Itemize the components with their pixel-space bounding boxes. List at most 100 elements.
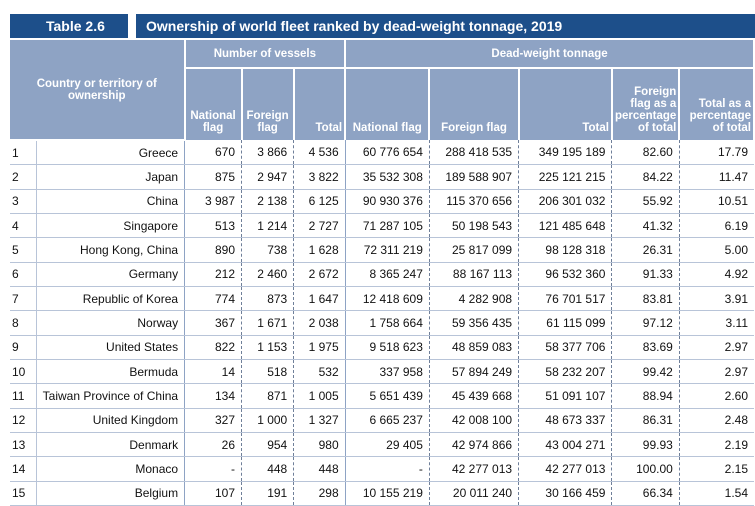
vessels-total-cell: 2 038 (293, 310, 346, 336)
dwt-total-cell: 98 128 318 (518, 237, 613, 263)
dwt-total-cell: 42 277 013 (518, 456, 613, 482)
vessels-national-cell: 212 (184, 262, 243, 287)
total-percentage-cell: 2.48 (679, 408, 754, 433)
dwt-national-cell: - (345, 456, 430, 482)
country-cell: Bermuda (36, 359, 186, 385)
vessels-total-cell: 3 822 (293, 164, 346, 190)
vessels-national-cell: 3 987 (184, 189, 243, 214)
dwt-total-cell: 76 701 517 (518, 286, 613, 312)
foreign-percentage-cell: 83.69 (611, 335, 680, 360)
country-cell: Belgium (36, 481, 186, 506)
dwt-national-cell: 60 776 654 (345, 140, 430, 166)
dwt-foreign-cell: 42 277 013 (429, 456, 520, 482)
vessels-foreign-cell: 518 (241, 359, 295, 385)
dwt-national-cell: 10 155 219 (345, 481, 430, 506)
country-cell: Singapore (36, 213, 186, 239)
table-row: 1 Greece 670 3 866 4 536 60 776 654 288 418 53… (10, 140, 754, 166)
country-cell: Taiwan Province of China (36, 383, 186, 409)
vessels-foreign-cell: 2 138 (241, 189, 295, 214)
table-number-label: Table 2.6 (10, 14, 128, 38)
vessels-foreign-cell: 1 153 (241, 335, 295, 360)
dwt-national-cell: 29 405 (345, 432, 430, 458)
header-dead-weight-tonnage: Dead-weight tonnage (345, 40, 755, 69)
vessels-foreign-cell: 873 (241, 286, 295, 312)
dwt-foreign-cell: 45 439 668 (429, 383, 520, 409)
header-dwt-foreign-flag: Foreign flag (429, 68, 520, 140)
rank-cell: 5 (10, 237, 37, 263)
dwt-foreign-cell: 20 011 240 (429, 481, 520, 506)
table-row: 12 United Kingdom 327 1 000 1 327 6 665 237 42… (10, 408, 754, 433)
fleet-ownership-table: Country or territory of ownership Number… (10, 40, 755, 506)
rank-cell: 13 (10, 432, 37, 458)
foreign-percentage-cell: 83.81 (611, 286, 680, 312)
table-title-bar: Table 2.6 Ownership of world fleet ranke… (0, 0, 755, 40)
dwt-total-cell: 30 166 459 (518, 481, 613, 506)
total-percentage-cell: 2.97 (679, 335, 754, 360)
foreign-percentage-cell: 88.94 (611, 383, 680, 409)
header-total-percentage: Total as a percentage of total (679, 68, 755, 140)
vessels-foreign-cell: 191 (241, 481, 295, 506)
vessels-total-cell: 1 628 (293, 237, 346, 263)
table-row: 4 Singapore 513 1 214 2 727 71 287 105 50 198 … (10, 213, 754, 239)
table-row: 14 Monaco -448 448-42 277 013 42 277 013 100.… (10, 456, 754, 482)
total-percentage-cell: 11.47 (679, 164, 754, 190)
total-percentage-cell: 3.91 (679, 286, 754, 312)
rank-cell: 8 (10, 310, 37, 336)
table-row: 10 Bermuda 14 518 532 337 958 57 894 249 58 232… (10, 359, 754, 385)
dwt-national-cell: 72 311 219 (345, 237, 430, 263)
vessels-total-cell: 980 (293, 432, 346, 458)
foreign-percentage-cell: 26.31 (611, 237, 680, 263)
vessels-national-cell: - (184, 456, 243, 482)
table-row: 15 Belgium 107 191 298 10 155 219 20 011 240 30… (10, 481, 754, 506)
country-cell: Denmark (36, 432, 186, 458)
vessels-national-cell: 14 (184, 359, 243, 385)
dwt-foreign-cell: 189 588 907 (429, 164, 520, 190)
dwt-total-cell: 96 532 360 (518, 262, 613, 287)
header-dwt-total: Total (518, 68, 613, 140)
dwt-foreign-cell: 59 356 435 (429, 310, 520, 336)
vessels-national-cell: 327 (184, 408, 243, 433)
vessels-total-cell: 1 005 (293, 383, 346, 409)
vessels-national-cell: 774 (184, 286, 243, 312)
vessels-foreign-cell: 1 671 (241, 310, 295, 336)
total-percentage-cell: 2.60 (679, 383, 754, 409)
dwt-foreign-cell: 288 418 535 (429, 140, 520, 166)
vessels-national-cell: 670 (184, 140, 243, 166)
vessels-total-cell: 448 (293, 456, 346, 482)
dwt-foreign-cell: 25 817 099 (429, 237, 520, 263)
header-vessels-national-flag: National flag (184, 68, 243, 140)
table-row: 7 Republic of Korea 774 873 1 647 12 418 609 4… (10, 286, 754, 312)
dwt-foreign-cell: 88 167 113 (429, 262, 520, 287)
table-row: 9 United States 822 1 153 1 975 9 518 623 48 8… (10, 335, 754, 360)
rank-cell: 9 (10, 335, 37, 360)
dwt-foreign-cell: 48 859 083 (429, 335, 520, 360)
foreign-percentage-cell: 82.60 (611, 140, 680, 166)
total-percentage-cell: 3.11 (679, 310, 754, 336)
header-vessels-total: Total (293, 68, 347, 140)
country-cell: Hong Kong, China (36, 237, 186, 263)
total-percentage-cell: 10.51 (679, 189, 754, 214)
vessels-foreign-cell: 954 (241, 432, 295, 458)
rank-cell: 4 (10, 213, 37, 239)
foreign-percentage-cell: 91.33 (611, 262, 680, 287)
dwt-total-cell: 43 004 271 (518, 432, 613, 458)
dwt-national-cell: 6 665 237 (345, 408, 430, 433)
total-percentage-cell: 5.00 (679, 237, 754, 263)
vessels-foreign-cell: 1 214 (241, 213, 295, 239)
rank-cell: 12 (10, 408, 37, 433)
dwt-total-cell: 58 232 207 (518, 359, 613, 385)
dwt-total-cell: 121 485 648 (518, 213, 613, 239)
foreign-percentage-cell: 97.12 (611, 310, 680, 336)
dwt-national-cell: 90 930 376 (345, 189, 430, 214)
dwt-total-cell: 225 121 215 (518, 164, 613, 190)
header-number-of-vessels: Number of vessels (184, 40, 347, 69)
table-row: 8 Norway 367 1 671 2 038 1 758 664 59 356 435 6… (10, 310, 754, 336)
dwt-foreign-cell: 42 008 100 (429, 408, 520, 433)
dwt-foreign-cell: 50 198 543 (429, 213, 520, 239)
vessels-foreign-cell: 448 (241, 456, 295, 482)
vessels-national-cell: 367 (184, 310, 243, 336)
dwt-total-cell: 61 115 099 (518, 310, 613, 336)
foreign-percentage-cell: 66.34 (611, 481, 680, 506)
country-cell: United Kingdom (36, 408, 186, 433)
rank-cell: 2 (10, 164, 37, 190)
